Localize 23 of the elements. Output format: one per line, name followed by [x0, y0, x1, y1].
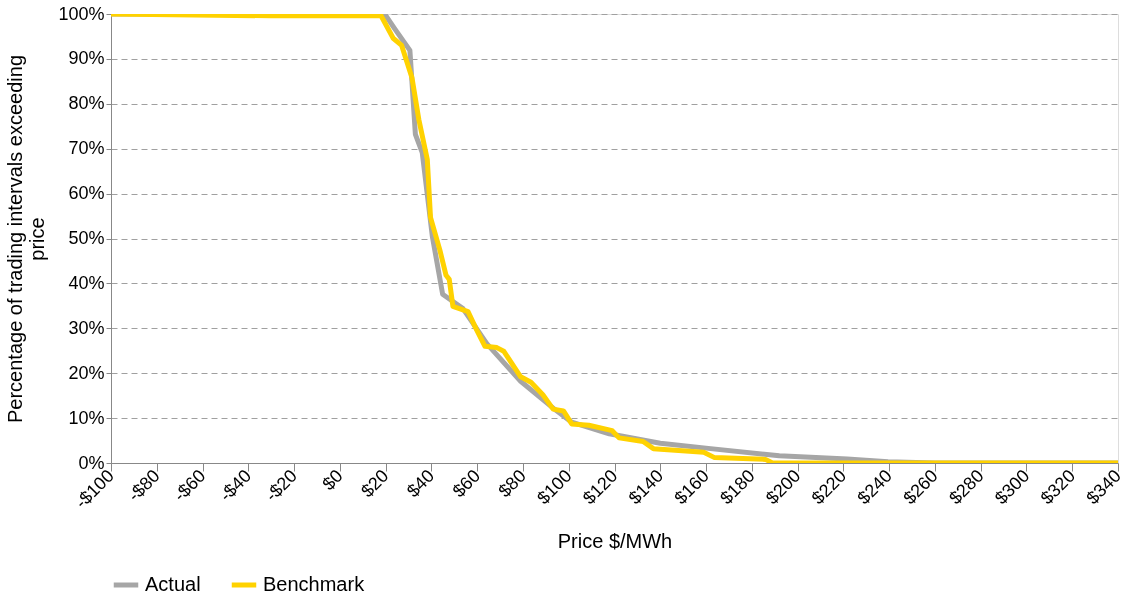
y-tick-label: 30% [68, 317, 105, 338]
y-tick-label: 40% [68, 272, 105, 293]
legend-label: Benchmark [263, 573, 366, 595]
y-tick-label: 10% [68, 407, 105, 428]
y-tick-label: 100% [58, 3, 105, 24]
x-tick-label: $0 [318, 465, 347, 495]
y-tick-label: 60% [68, 183, 105, 204]
x-tick-label: $60 [448, 465, 485, 502]
y-tick-label: 20% [68, 362, 105, 383]
x-tick-label: -$60 [169, 465, 210, 506]
x-tick-label: $20 [357, 465, 393, 502]
y-tick-label: 70% [68, 138, 105, 159]
y-tick-label: 80% [68, 93, 105, 114]
x-tick-label: -$20 [261, 465, 301, 506]
x-tick-label: -$40 [215, 465, 256, 506]
legend-label: Actual [145, 573, 201, 595]
y-tick-label: 50% [68, 228, 105, 248]
x-tick-label: $80 [494, 465, 530, 502]
x-tick-label: $40 [402, 465, 439, 502]
y-tick-label: 90% [68, 48, 105, 69]
x-axis-title: Price $/MWh [557, 530, 673, 553]
x-tick-label: -$80 [124, 465, 164, 506]
y-axis-title: Percentage of trading intervals exceeding price [4, 54, 49, 424]
